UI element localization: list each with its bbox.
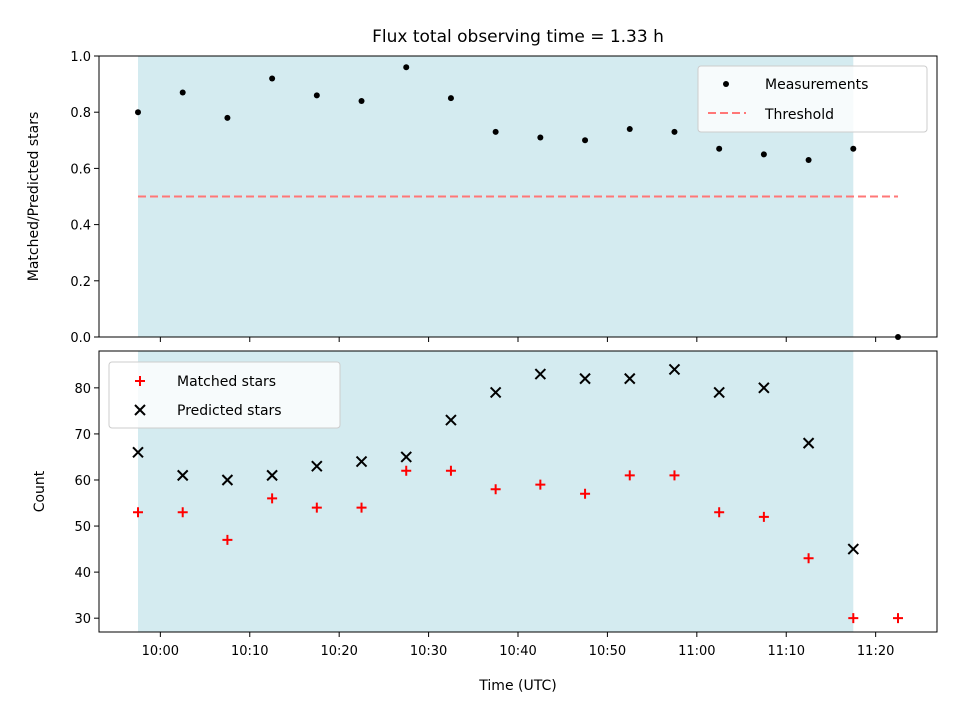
legend-predicted-marker: [134, 404, 146, 416]
legend-matched-marker: [135, 376, 145, 386]
legend-matched: Matched stars: [177, 374, 276, 390]
y-tick-label: 50: [74, 520, 91, 535]
x-tick-label: 11:20: [857, 644, 894, 659]
legend-predicted: Predicted stars: [177, 403, 282, 419]
legend-measurement-marker: [723, 81, 729, 87]
x-tick-label: 10:20: [320, 644, 357, 659]
measurement-point: [313, 92, 320, 99]
predicted-star-point: [266, 469, 278, 482]
y-axis-label: Count: [32, 470, 48, 512]
matched-star-point: [535, 479, 546, 490]
measurement-point: [179, 89, 186, 96]
predicted-star-point: [668, 363, 681, 376]
matched-star-point: [669, 470, 680, 481]
measurement-point: [269, 75, 276, 82]
predicted-star-point: [445, 414, 457, 426]
matched-star-point: [580, 488, 591, 499]
legend-box: [697, 65, 928, 133]
axes-frame: [98, 55, 938, 338]
measurement-point: [805, 156, 812, 163]
measurement-point: [492, 128, 499, 135]
matched-star-point: [624, 470, 635, 481]
measurement-point: [850, 145, 857, 152]
y-tick-label: 1.0: [70, 50, 91, 65]
predicted-star-point: [311, 460, 323, 472]
matched-star-point: [267, 493, 278, 504]
predicted-star-point: [489, 386, 502, 399]
measurement-point: [537, 134, 544, 141]
predicted-star-point: [400, 451, 412, 463]
matched-star-point: [311, 502, 322, 513]
predicted-star-point: [624, 372, 636, 385]
measurement-point: [582, 137, 589, 144]
predicted-star-point: [176, 469, 189, 482]
y-tick-label: 0.4: [70, 219, 91, 234]
count-panel: 30 40 50 60 70 80 10:00 10:10 10:20 10:30 10:40 10:…: [32, 350, 938, 694]
x-tick-label: 10:10: [231, 644, 268, 659]
x-tick-label: 10:50: [589, 644, 626, 659]
matched-star-point: [490, 484, 501, 495]
measurement-point: [135, 109, 141, 116]
y-axis-label: Matched/Predicted stars: [26, 112, 42, 282]
legend-measurements: Measurements: [765, 77, 868, 93]
predicted-star-point: [802, 437, 815, 449]
y-tick-label: 0.6: [70, 162, 91, 177]
predicted-star-point: [579, 372, 591, 385]
matched-star-point: [222, 534, 233, 545]
y-tick-label: 40: [74, 566, 91, 581]
matched-star-point: [401, 465, 412, 476]
measurement-point: [626, 126, 633, 133]
y-tick-label: 0.0: [70, 331, 91, 346]
x-tick-label: 10:30: [410, 644, 447, 659]
predicted-star-point: [713, 386, 725, 399]
y-tick-label: 0.2: [70, 275, 91, 290]
axes-frame: [98, 350, 938, 633]
legend-threshold: Threshold: [764, 107, 834, 123]
y-tick-label: 0.8: [70, 106, 91, 121]
matched-star-point: [848, 613, 859, 624]
legend-box: [108, 361, 341, 429]
matched-star-point: [177, 507, 188, 518]
ratio-panel: 0.0 0.2 0.4 0.6 0.8 1.0 Matched/Predicted star…: [26, 50, 938, 346]
predicted-star-point: [758, 382, 770, 394]
measurement-point: [716, 145, 723, 152]
measurement-point: [760, 151, 767, 158]
y-tick-label: 30: [74, 612, 91, 627]
x-axis-label: Time (UTC): [478, 678, 556, 694]
measurement-point: [224, 114, 231, 121]
measurement-point: [447, 95, 454, 102]
matched-star-point: [133, 507, 143, 518]
measurement-point: [358, 97, 365, 104]
matched-star-point: [714, 507, 725, 518]
matched-star-point: [893, 613, 903, 624]
y-tick-label: 60: [74, 474, 91, 489]
x-tick-label: 11:00: [678, 644, 715, 659]
measurement-point: [671, 128, 678, 135]
matched-star-point: [803, 553, 814, 564]
predicted-star-point: [132, 446, 144, 459]
predicted-star-point: [847, 543, 860, 555]
predicted-star-point: [355, 455, 368, 468]
predicted-star-point: [221, 474, 234, 486]
y-tick-label: 70: [74, 428, 91, 443]
x-tick-label: 11:10: [768, 644, 805, 659]
x-tick-label: 10:00: [142, 644, 179, 659]
predicted-star-point: [534, 368, 547, 380]
x-tick-label: 10:40: [499, 644, 536, 659]
y-tick-label: 80: [74, 382, 91, 397]
matched-star-point: [356, 502, 367, 513]
matched-star-point: [758, 511, 769, 522]
measurement-point: [403, 64, 410, 71]
matched-star-point: [445, 465, 456, 476]
chart-title: Flux total observing time = 1.33 h: [372, 27, 664, 47]
